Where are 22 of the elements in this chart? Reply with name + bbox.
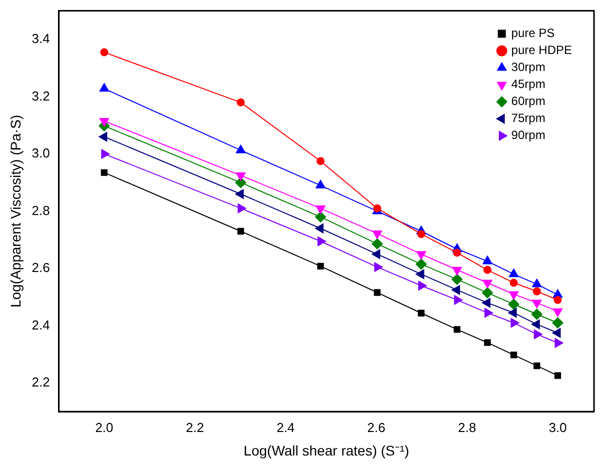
x-tick-label: 2.0 (95, 420, 114, 435)
y-tick-label: 3.0 (32, 146, 50, 161)
y-tick-label: 3.4 (32, 31, 50, 46)
y-tick-label: 3.2 (32, 88, 50, 104)
y-tick-label: 2.4 (32, 317, 50, 332)
x-tick-label: 3.0 (548, 420, 567, 435)
legend-label: 90rpm (511, 128, 546, 142)
legend-label: 45rpm (511, 77, 546, 92)
x-tick-label: 2.8 (458, 420, 476, 435)
legend-label: pure PS (511, 26, 555, 40)
legend-label: 60rpm (511, 94, 546, 108)
x-tick-label: 2.2 (186, 420, 204, 435)
x-tick-label: 2.6 (367, 420, 386, 435)
legend-label: pure HDPE (511, 43, 572, 58)
y-tick-label: 2.8 (32, 202, 50, 218)
x-axis-title: Log(Wall shear rates) (S⁻¹) (244, 442, 410, 458)
legend-label: 75rpm (511, 111, 546, 126)
y-tick-label: 2.6 (32, 260, 50, 276)
x-tick-label: 2.4 (276, 420, 295, 435)
legend-label: 30rpm (511, 60, 546, 74)
y-tick-label: 2.2 (32, 374, 50, 390)
y-axis-title: Log(Apparent Viscosity) (Pa·S) (7, 114, 24, 308)
